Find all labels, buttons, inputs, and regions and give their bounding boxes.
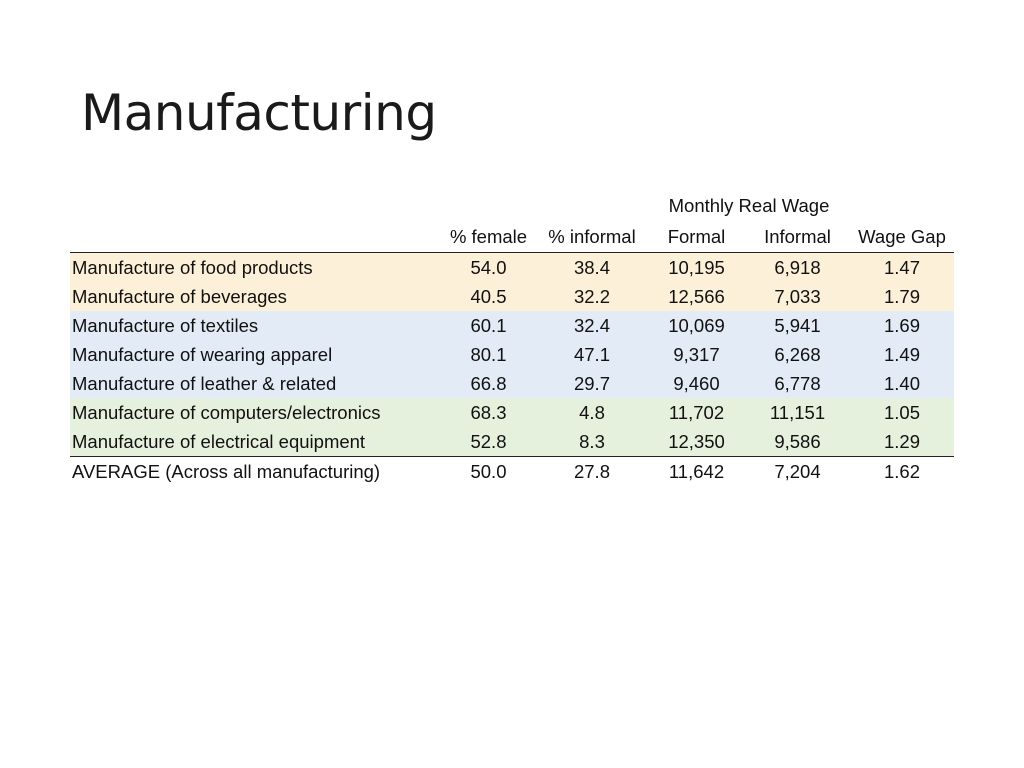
row-name: Manufacture of electrical equipment — [70, 427, 441, 457]
cell-informal-pct: 32.2 — [536, 282, 648, 311]
cell-female: 80.1 — [441, 340, 536, 369]
empty-header-cell — [70, 190, 441, 222]
cell-formal-wage: 12,350 — [648, 427, 745, 457]
cell-wage-gap: 1.40 — [850, 369, 954, 398]
cell-formal-wage: 9,317 — [648, 340, 745, 369]
cell-formal-wage: 10,195 — [648, 252, 745, 282]
cell-female: 40.5 — [441, 282, 536, 311]
cell-informal-wage: 6,918 — [745, 252, 850, 282]
empty-header-cell — [536, 190, 648, 222]
group-header-row: Monthly Real Wage — [70, 190, 954, 222]
row-name: Manufacture of computers/electronics — [70, 398, 441, 427]
manufacturing-table-container: Monthly Real Wage % female % informal Fo… — [70, 190, 954, 486]
table-row: Manufacture of textiles 60.1 32.4 10,069… — [70, 311, 954, 340]
average-row-name: AVERAGE (Across all manufacturing) — [70, 456, 441, 486]
cell-formal-wage: 9,460 — [648, 369, 745, 398]
column-header-wage-gap: Wage Gap — [850, 222, 954, 253]
table-row: Manufacture of computers/electronics 68.… — [70, 398, 954, 427]
cell-informal-wage: 11,151 — [745, 398, 850, 427]
table-row: Manufacture of leather & related 66.8 29… — [70, 369, 954, 398]
cell-informal-wage: 6,778 — [745, 369, 850, 398]
table-row: Manufacture of food products 54.0 38.4 1… — [70, 252, 954, 282]
column-header-row: % female % informal Formal Informal Wage… — [70, 222, 954, 253]
average-wage-gap: 1.62 — [850, 456, 954, 486]
average-female: 50.0 — [441, 456, 536, 486]
cell-informal-pct: 47.1 — [536, 340, 648, 369]
monthly-real-wage-header: Monthly Real Wage — [668, 195, 830, 216]
row-name: Manufacture of wearing apparel — [70, 340, 441, 369]
empty-header-cell — [70, 222, 441, 253]
cell-informal-wage: 5,941 — [745, 311, 850, 340]
average-row: AVERAGE (Across all manufacturing) 50.0 … — [70, 456, 954, 486]
average-formal-wage: 11,642 — [648, 456, 745, 486]
empty-header-cell — [850, 190, 954, 222]
average-informal-pct: 27.8 — [536, 456, 648, 486]
table-row: Manufacture of wearing apparel 80.1 47.1… — [70, 340, 954, 369]
cell-wage-gap: 1.05 — [850, 398, 954, 427]
cell-female: 68.3 — [441, 398, 536, 427]
cell-female: 66.8 — [441, 369, 536, 398]
column-header-formal: Formal — [648, 222, 745, 253]
cell-informal-pct: 29.7 — [536, 369, 648, 398]
cell-female: 60.1 — [441, 311, 536, 340]
cell-wage-gap: 1.69 — [850, 311, 954, 340]
slide-title: Manufacturing — [81, 84, 437, 142]
empty-header-cell — [441, 190, 536, 222]
cell-informal-pct: 32.4 — [536, 311, 648, 340]
cell-wage-gap: 1.29 — [850, 427, 954, 457]
cell-wage-gap: 1.47 — [850, 252, 954, 282]
column-header-female: % female — [441, 222, 536, 253]
cell-informal-pct: 8.3 — [536, 427, 648, 457]
row-name: Manufacture of food products — [70, 252, 441, 282]
row-name: Manufacture of beverages — [70, 282, 441, 311]
average-informal-wage: 7,204 — [745, 456, 850, 486]
manufacturing-table: Monthly Real Wage % female % informal Fo… — [70, 190, 954, 486]
cell-informal-wage: 7,033 — [745, 282, 850, 311]
cell-informal-wage: 6,268 — [745, 340, 850, 369]
cell-wage-gap: 1.49 — [850, 340, 954, 369]
cell-informal-pct: 38.4 — [536, 252, 648, 282]
column-header-informal-pct: % informal — [536, 222, 648, 253]
cell-female: 54.0 — [441, 252, 536, 282]
cell-wage-gap: 1.79 — [850, 282, 954, 311]
cell-informal-pct: 4.8 — [536, 398, 648, 427]
cell-formal-wage: 12,566 — [648, 282, 745, 311]
cell-formal-wage: 10,069 — [648, 311, 745, 340]
table-row: Manufacture of beverages 40.5 32.2 12,56… — [70, 282, 954, 311]
table-row: Manufacture of electrical equipment 52.8… — [70, 427, 954, 457]
row-name: Manufacture of leather & related — [70, 369, 441, 398]
row-name: Manufacture of textiles — [70, 311, 441, 340]
cell-formal-wage: 11,702 — [648, 398, 745, 427]
column-header-informal: Informal — [745, 222, 850, 253]
cell-female: 52.8 — [441, 427, 536, 457]
cell-informal-wage: 9,586 — [745, 427, 850, 457]
